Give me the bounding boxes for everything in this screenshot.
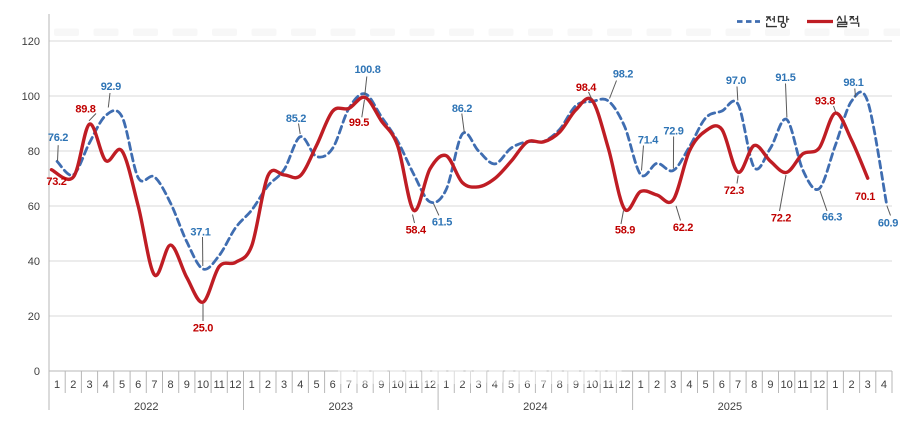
svg-text:72.9: 72.9 [663,126,683,138]
svg-text:0: 0 [34,366,40,378]
svg-text:4: 4 [297,379,303,391]
svg-text:100.8: 100.8 [354,64,380,76]
svg-text:58.9: 58.9 [615,225,635,237]
svg-text:72.2: 72.2 [771,213,791,225]
svg-text:60: 60 [28,201,40,213]
svg-text:66.3: 66.3 [822,212,842,224]
svg-text:2023: 2023 [329,401,353,413]
svg-text:71.4: 71.4 [638,135,659,147]
svg-text:61.5: 61.5 [432,217,452,229]
svg-text:11: 11 [797,379,808,391]
svg-text:3: 3 [86,379,92,391]
svg-text:2: 2 [848,379,854,391]
svg-text:62.2: 62.2 [673,222,693,234]
svg-text:98.4: 98.4 [576,82,597,94]
svg-text:40: 40 [28,256,40,268]
svg-text:10: 10 [780,379,792,391]
svg-text:97.0: 97.0 [726,75,746,87]
svg-text:37.1: 37.1 [190,227,210,239]
svg-text:1: 1 [54,379,60,391]
svg-text:4: 4 [686,379,692,391]
svg-text:7: 7 [151,379,157,391]
svg-text:91.5: 91.5 [775,72,795,84]
svg-text:99.5: 99.5 [349,117,369,129]
svg-text:1: 1 [249,379,255,391]
svg-text:120: 120 [22,36,40,48]
svg-text:5: 5 [703,379,709,391]
svg-text:2022: 2022 [134,401,158,413]
svg-text:85.2: 85.2 [286,113,306,125]
svg-text:7: 7 [735,379,741,391]
svg-text:76.2: 76.2 [48,132,68,144]
svg-text:8: 8 [751,379,757,391]
svg-text:98.2: 98.2 [613,69,633,81]
svg-text:10: 10 [197,379,209,391]
svg-text:3: 3 [865,379,871,391]
svg-text:2: 2 [654,379,660,391]
svg-text:3: 3 [670,379,676,391]
svg-text:3: 3 [281,379,287,391]
svg-text:98.1: 98.1 [843,77,863,89]
svg-text:9: 9 [184,379,190,391]
svg-text:60.9: 60.9 [878,218,898,230]
svg-text:92.9: 92.9 [101,81,121,93]
svg-text:2: 2 [70,379,76,391]
svg-text:4: 4 [881,379,887,391]
svg-text:1: 1 [638,379,644,391]
svg-text:2025: 2025 [718,401,742,413]
svg-text:80: 80 [28,146,40,158]
svg-text:20: 20 [28,311,40,323]
svg-text:2: 2 [265,379,271,391]
svg-text:70.1: 70.1 [855,191,875,203]
svg-text:6: 6 [719,379,725,391]
svg-text:12: 12 [813,379,825,391]
svg-text:93.8: 93.8 [815,96,835,108]
svg-text:9: 9 [767,379,773,391]
svg-text:6: 6 [135,379,141,391]
svg-text:2024: 2024 [523,401,547,413]
svg-text:6: 6 [330,379,336,391]
svg-text:100: 100 [22,91,40,103]
svg-text:25.0: 25.0 [193,323,213,335]
svg-text:8: 8 [168,379,174,391]
svg-text:5: 5 [313,379,319,391]
svg-text:73.2: 73.2 [46,176,66,188]
svg-text:11: 11 [213,379,224,391]
svg-text:72.3: 72.3 [724,185,744,197]
svg-text:1: 1 [832,379,838,391]
svg-text:86.2: 86.2 [452,103,472,115]
svg-text:4: 4 [103,379,109,391]
svg-text:5: 5 [119,379,125,391]
svg-text:12: 12 [229,379,241,391]
svg-text:58.4: 58.4 [406,225,427,237]
svg-text:89.8: 89.8 [75,104,95,116]
